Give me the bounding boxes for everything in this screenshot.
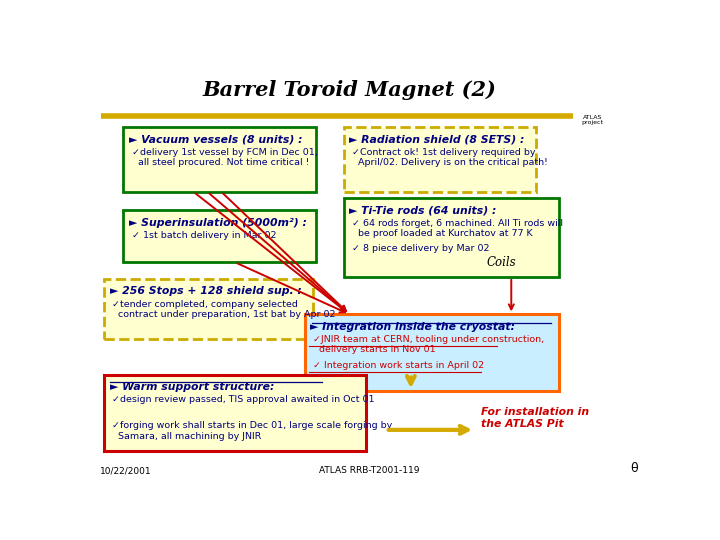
Text: ✓forging work shall starts in Dec 01, large scale forging by
  Samara, all machi: ✓forging work shall starts in Dec 01, la… bbox=[112, 421, 392, 441]
FancyBboxPatch shape bbox=[124, 210, 316, 262]
Text: ✓ 1st batch delivery in Mar 02: ✓ 1st batch delivery in Mar 02 bbox=[132, 231, 276, 240]
Text: For installation in
the ATLAS Pit: For installation in the ATLAS Pit bbox=[481, 407, 589, 429]
FancyBboxPatch shape bbox=[124, 127, 316, 192]
Text: ► 256 Stops + 128 shield sup. :: ► 256 Stops + 128 shield sup. : bbox=[109, 286, 301, 296]
Text: ► Ti-Tie rods (64 units) :: ► Ti-Tie rods (64 units) : bbox=[349, 205, 497, 215]
Text: 10/22/2001: 10/22/2001 bbox=[100, 466, 152, 475]
Text: ► Radiation shield (8 SETS) :: ► Radiation shield (8 SETS) : bbox=[349, 134, 525, 145]
Text: ✓ 64 rods forget, 6 machined. All Ti rods will
  be proof loaded at Kurchatov at: ✓ 64 rods forget, 6 machined. All Ti rod… bbox=[352, 219, 563, 238]
Text: Coils: Coils bbox=[486, 255, 516, 268]
Text: ► Warm support structure:: ► Warm support structure: bbox=[109, 382, 274, 392]
Text: ✓design review passed, TIS approval awaited in Oct 01: ✓design review passed, TIS approval awai… bbox=[112, 395, 375, 404]
Text: ATLAS RRB-T2001-119: ATLAS RRB-T2001-119 bbox=[319, 466, 419, 475]
Text: ✓ 8 piece delivery by Mar 02: ✓ 8 piece delivery by Mar 02 bbox=[352, 245, 490, 253]
Text: ► Superinsulation (5000m²) :: ► Superinsulation (5000m²) : bbox=[129, 218, 307, 228]
Text: ► Vacuum vessels (8 units) :: ► Vacuum vessels (8 units) : bbox=[129, 134, 302, 145]
Text: ► Integration inside the cryostat:: ► Integration inside the cryostat: bbox=[310, 322, 516, 332]
Text: Barrel Toroid Magnet (2): Barrel Toroid Magnet (2) bbox=[202, 80, 496, 100]
Text: ✓delivery 1st vessel by FCM in Dec 01,
  all steel procured. Not time critical !: ✓delivery 1st vessel by FCM in Dec 01, a… bbox=[132, 148, 318, 167]
Text: ATLAS
project: ATLAS project bbox=[581, 114, 603, 125]
FancyBboxPatch shape bbox=[104, 279, 313, 339]
FancyBboxPatch shape bbox=[344, 198, 559, 277]
Text: ✓ Integration work starts in April 02: ✓ Integration work starts in April 02 bbox=[313, 361, 485, 370]
FancyBboxPatch shape bbox=[344, 127, 536, 192]
FancyBboxPatch shape bbox=[305, 314, 559, 391]
Text: θ: θ bbox=[630, 462, 638, 475]
Text: ✓Contract ok! 1st delivery required by
  April/02. Delivery is on the critical p: ✓Contract ok! 1st delivery required by A… bbox=[352, 148, 548, 167]
Text: ✓tender completed, company selected
  contract under preparation, 1st bat by Apr: ✓tender completed, company selected cont… bbox=[112, 300, 336, 319]
FancyBboxPatch shape bbox=[104, 375, 366, 451]
Text: ✓JNIR team at CERN, tooling under construction,
  delivery starts in Nov 01: ✓JNIR team at CERN, tooling under constr… bbox=[313, 335, 544, 354]
